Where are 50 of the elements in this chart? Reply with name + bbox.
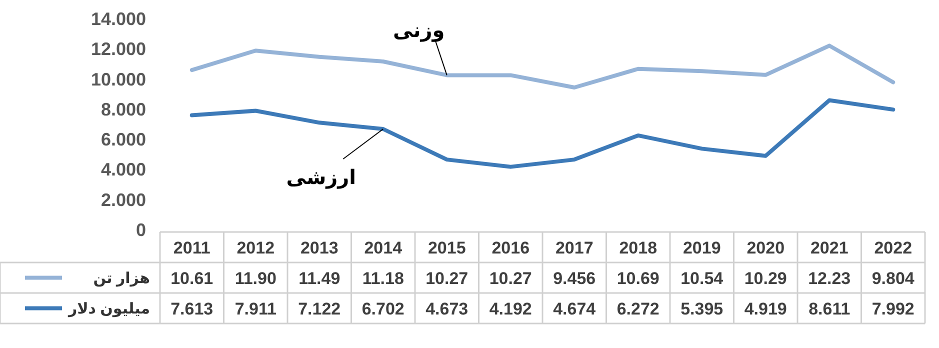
data-label: 10.27 [489, 268, 532, 288]
data-label: 10.27 [426, 268, 468, 288]
data-label: 7.613 [170, 299, 214, 318]
data-label: 9.804 [872, 268, 915, 288]
legend-label: میلیون دلار [67, 300, 150, 318]
data-label: 9.456 [553, 268, 596, 288]
data-label: 5.395 [680, 299, 724, 318]
data-label: 10.69 [616, 268, 660, 288]
x-tick-label: 2019 [682, 238, 721, 258]
data-label: 7.992 [872, 299, 914, 318]
data-label: 4.673 [426, 299, 468, 318]
y-tick-label: 10.000 [90, 69, 146, 90]
x-tick-label: 2015 [428, 238, 466, 258]
y-tick-label: 0 [136, 220, 146, 240]
x-tick-label: 2022 [874, 238, 912, 258]
x-tick-label: 2011 [173, 238, 210, 258]
data-label: 6.702 [362, 299, 404, 318]
data-label: 4.192 [489, 299, 532, 318]
line-series [190, 98, 896, 169]
data-label: 6.272 [616, 299, 660, 318]
data-label: 8.611 [808, 299, 850, 318]
y-tick-label: 8.000 [100, 99, 146, 120]
y-tick-label: 4.000 [100, 160, 146, 180]
data-label: 11.90 [234, 268, 276, 288]
data-label: 10.29 [744, 268, 787, 288]
data-label: 4.919 [744, 299, 787, 318]
data-label: 11.18 [362, 268, 404, 288]
data-label: 12.23 [808, 268, 851, 288]
x-tick-label: 2012 [236, 238, 275, 258]
y-tick-label: 2.000 [100, 190, 146, 210]
annotation: وزنی [393, 20, 445, 42]
x-tick-label: 2020 [746, 238, 785, 258]
y-tick-label: 12.000 [90, 39, 146, 60]
x-tick-label: 2016 [492, 238, 530, 258]
line-series [190, 44, 896, 90]
y-tick-label: 6.000 [100, 130, 146, 150]
data-label: 10.54 [680, 268, 724, 288]
data-label: 7.122 [298, 299, 341, 318]
x-tick-label: 2014 [364, 238, 403, 258]
x-tick-label: 2021 [810, 238, 848, 258]
legend-label: هزار تن [93, 270, 150, 287]
x-tick-label: 2017 [555, 238, 594, 258]
data-label: 10.61 [170, 268, 214, 288]
x-tick-label: 2013 [300, 238, 338, 258]
y-tick-label: 14.000 [90, 9, 146, 29]
data-label: 4.674 [553, 299, 596, 318]
x-tick-label: 2018 [619, 238, 658, 258]
data-label: 7.911 [234, 299, 276, 318]
annotation: ارزشی [286, 166, 356, 189]
data-label: 11.49 [298, 268, 340, 288]
